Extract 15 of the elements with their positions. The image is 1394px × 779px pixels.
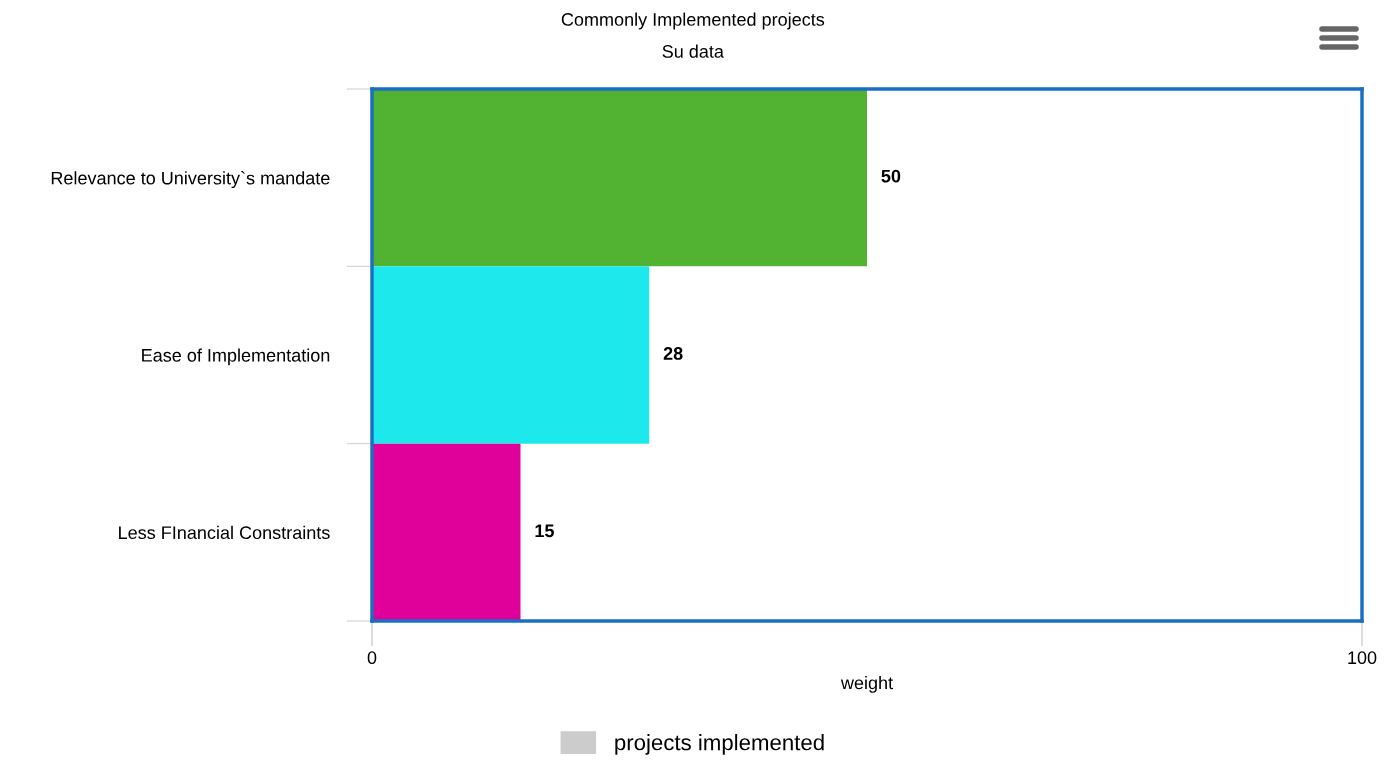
chart-title: Commonly Implemented projects: [561, 12, 825, 30]
x-tick-label: 0: [367, 651, 377, 665]
x-tick-label: 100: [1348, 651, 1377, 665]
text: projects implemented: [615, 734, 824, 755]
y-tick-label: Less FInancial Constraints: [119, 525, 330, 540]
y-tick-label: Ease of Implementation: [142, 348, 330, 366]
chart-subtitle: Su data: [662, 44, 724, 58]
y-tick-label: Relevance to University`s mandate: [51, 171, 330, 189]
bar: [372, 266, 650, 444]
data-label: 50: [881, 169, 901, 183]
x-axis-title: weight: [840, 676, 893, 693]
data-label: 28: [663, 347, 683, 360]
bar: [372, 443, 521, 621]
bar: [372, 89, 867, 267]
data-label: 15: [535, 524, 554, 538]
